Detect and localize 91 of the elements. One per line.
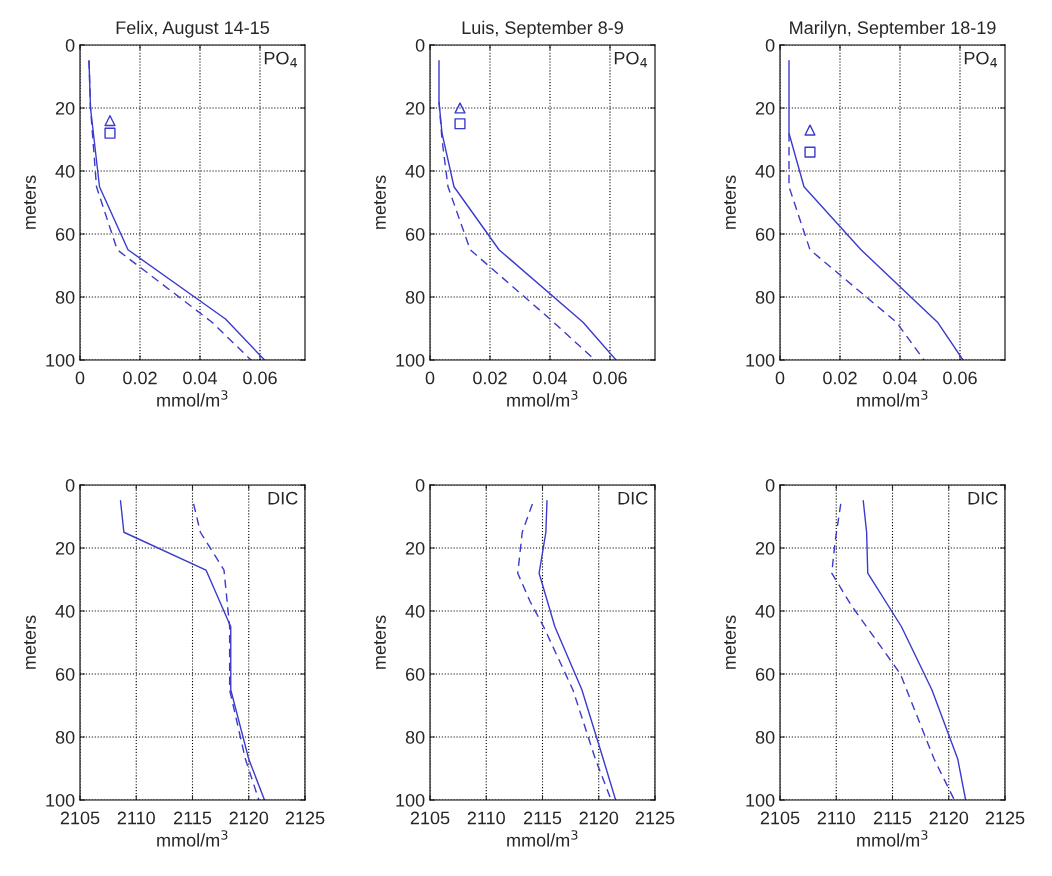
y-tick-label: 60 [755,227,775,241]
chart-title: Marilyn, September 18-19 [790,20,996,38]
chart-title: Luis, September 8-9 [462,20,623,38]
y-tick-label: 40 [405,604,425,618]
y-tick-label: 60 [755,667,775,681]
y-tick-label: 60 [55,667,75,681]
x-tick-label: 0.02 [123,371,157,385]
x-tick-label: 0.02 [823,371,857,385]
y-tick-label: 20 [405,541,425,555]
annotation: DIC [268,491,298,505]
x-tick-label: 0.06 [593,371,627,385]
x-tick-label: 2115 [523,811,562,825]
x-tick-label: 2125 [285,811,325,825]
y-tick-label: 60 [405,227,425,241]
x-tick-label: 0.06 [943,371,977,385]
y-tick-label: 60 [405,667,425,681]
x-tick-label: 2105 [60,811,100,825]
line-series [831,503,956,800]
x-tick-label: 2120 [229,811,269,825]
y-tick-label: 80 [755,290,775,304]
annotation: DIC [968,491,998,505]
y-tick-label: 20 [405,101,425,115]
x-tick-label: 2120 [579,811,619,825]
y-tick-label: 0 [65,478,75,492]
y-tick-label: 0 [765,478,775,492]
x-tick-label: 0.04 [883,371,918,385]
y-tick-label: 80 [755,730,775,744]
x-axis-title: mmol/m$^{3}$ [857,830,928,847]
x-tick-label: 0.06 [243,371,277,385]
line-series [119,500,266,800]
x-tick-label: 2105 [410,811,450,825]
y-tick-label: 40 [755,604,775,618]
line-series [438,60,617,360]
line-series [862,500,967,800]
y-axis-title: meters [374,615,386,669]
x-tick-label: 2125 [635,811,675,825]
annotation: PO$_{4}$ [264,51,297,68]
y-tick-label: 20 [55,101,75,115]
chart-title: Felix, August 14-15 [116,20,270,38]
x-tick-label: 0 [425,371,435,385]
annotation: PO$_{4}$ [614,51,647,68]
x-axis-title: mmol/m$^{3}$ [157,390,228,407]
x-tick-label: 2110 [117,811,155,825]
x-tick-label: 0.02 [473,371,507,385]
line-series [517,503,612,800]
y-tick-label: 60 [55,227,75,241]
line-series [788,60,964,360]
x-tick-label: 2115 [873,811,912,825]
y-tick-label: 0 [65,38,75,52]
y-tick-label: 20 [755,101,775,115]
x-tick-label: 2110 [817,811,855,825]
y-tick-label: 100 [746,793,775,807]
x-axis-title: mmol/m$^{3}$ [507,830,578,847]
annotation: PO$_{4}$ [964,51,997,68]
y-tick-label: 100 [46,793,75,807]
x-tick-label: 0 [775,371,785,385]
y-tick-label: 20 [755,541,775,555]
y-tick-label: 100 [46,353,75,367]
y-tick-label: 0 [765,38,775,52]
y-tick-label: 100 [396,353,425,367]
y-tick-label: 0 [415,38,425,52]
x-axis-title: mmol/m$^{3}$ [157,830,228,847]
y-tick-label: 80 [405,290,425,304]
x-axis-title: mmol/m$^{3}$ [857,390,928,407]
x-axis-title: mmol/m$^{3}$ [507,390,578,407]
y-tick-label: 100 [746,353,775,367]
x-tick-label: 2120 [929,811,969,825]
y-axis-title: meters [24,175,36,229]
x-tick-label: 2110 [467,811,505,825]
y-tick-label: 80 [405,730,425,744]
y-tick-label: 100 [396,793,425,807]
y-axis-title: meters [724,615,736,669]
line-series [538,500,617,800]
annotation: DIC [618,491,648,505]
y-tick-label: 40 [405,164,425,178]
y-axis-title: meters [24,615,36,669]
x-tick-label: 0.04 [533,371,568,385]
x-tick-label: 0 [75,371,85,385]
x-tick-label: 2115 [173,811,212,825]
x-tick-label: 2105 [760,811,800,825]
y-tick-label: 40 [55,164,75,178]
y-tick-label: 40 [55,604,75,618]
x-tick-label: 0.04 [183,371,218,385]
y-tick-label: 40 [755,164,775,178]
x-tick-label: 2125 [985,811,1025,825]
y-axis-title: meters [374,175,386,229]
y-tick-label: 20 [55,541,75,555]
y-tick-label: 80 [55,730,75,744]
y-tick-label: 80 [55,290,75,304]
y-axis-title: meters [724,175,736,229]
y-tick-label: 0 [415,478,425,492]
